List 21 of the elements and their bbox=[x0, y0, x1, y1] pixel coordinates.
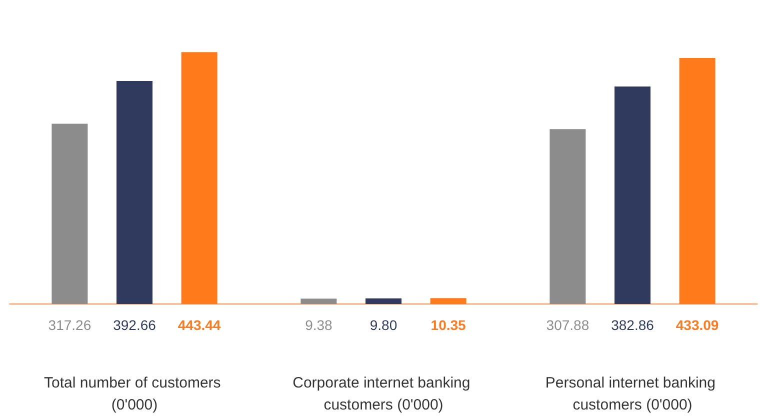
data-label: 307.88 bbox=[546, 317, 590, 333]
bar bbox=[52, 124, 88, 304]
x-tick-label: Personal internet banking customers (0'000) bbox=[545, 374, 720, 414]
data-label: 433.09 bbox=[676, 317, 719, 333]
bar bbox=[300, 298, 337, 304]
x-tick-label: Total number of customers (0'000) bbox=[44, 374, 225, 414]
bar bbox=[679, 58, 716, 304]
bar bbox=[116, 80, 152, 304]
bar bbox=[614, 86, 650, 304]
bar bbox=[181, 52, 218, 304]
data-label: 443.44 bbox=[178, 317, 221, 333]
data-label: 9.80 bbox=[370, 317, 398, 333]
data-label: 9.38 bbox=[305, 317, 333, 333]
x-tick-label: Corporate internet banking customers (0'000) bbox=[292, 374, 474, 414]
data-label: 382.86 bbox=[611, 317, 654, 333]
data-label: 317.26 bbox=[48, 317, 92, 333]
bar bbox=[550, 129, 586, 304]
data-label: 10.35 bbox=[430, 317, 466, 333]
bar bbox=[430, 298, 466, 304]
data-label: 392.66 bbox=[113, 317, 156, 333]
bar bbox=[366, 298, 402, 304]
